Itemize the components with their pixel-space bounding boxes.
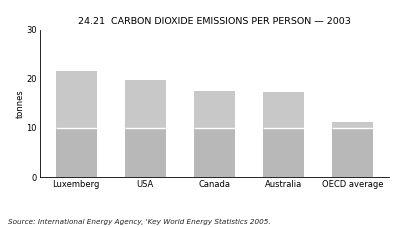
Text: Source: International Energy Agency, 'Key World Energy Statistics 2005.: Source: International Energy Agency, 'Ke… (8, 219, 271, 225)
Bar (194, 128, 235, 177)
Bar (125, 80, 166, 128)
Y-axis label: tonnes: tonnes (16, 89, 25, 118)
Bar (263, 92, 304, 128)
Bar (56, 71, 97, 128)
Bar (56, 128, 97, 177)
Bar (194, 91, 235, 128)
Bar (125, 128, 166, 177)
Bar (263, 128, 304, 177)
Title: 24.21  CARBON DIOXIDE EMISSIONS PER PERSON — 2003: 24.21 CARBON DIOXIDE EMISSIONS PER PERSO… (78, 17, 351, 26)
Bar (332, 122, 373, 128)
Bar (332, 128, 373, 177)
